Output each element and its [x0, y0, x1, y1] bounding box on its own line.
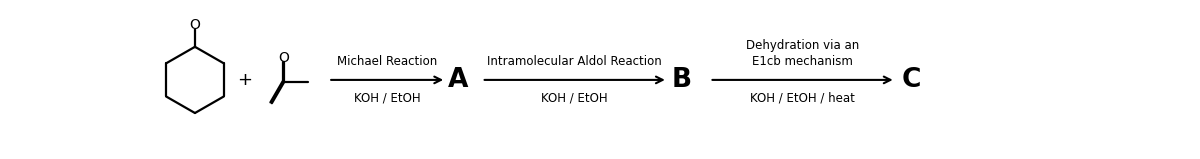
Text: +: +	[238, 71, 252, 89]
Text: O: O	[278, 51, 289, 65]
Text: Dehydration via an
E1cb mechanism: Dehydration via an E1cb mechanism	[746, 39, 859, 68]
Text: Intramolecular Aldol Reaction: Intramolecular Aldol Reaction	[487, 55, 662, 68]
Text: C: C	[901, 67, 920, 93]
Text: KOH / EtOH / heat: KOH / EtOH / heat	[750, 91, 854, 104]
Text: KOH / EtOH: KOH / EtOH	[354, 91, 420, 104]
Text: A: A	[449, 67, 469, 93]
Text: O: O	[190, 18, 200, 32]
Text: KOH / EtOH: KOH / EtOH	[541, 91, 608, 104]
Text: B: B	[672, 67, 691, 93]
Text: Michael Reaction: Michael Reaction	[337, 55, 437, 68]
